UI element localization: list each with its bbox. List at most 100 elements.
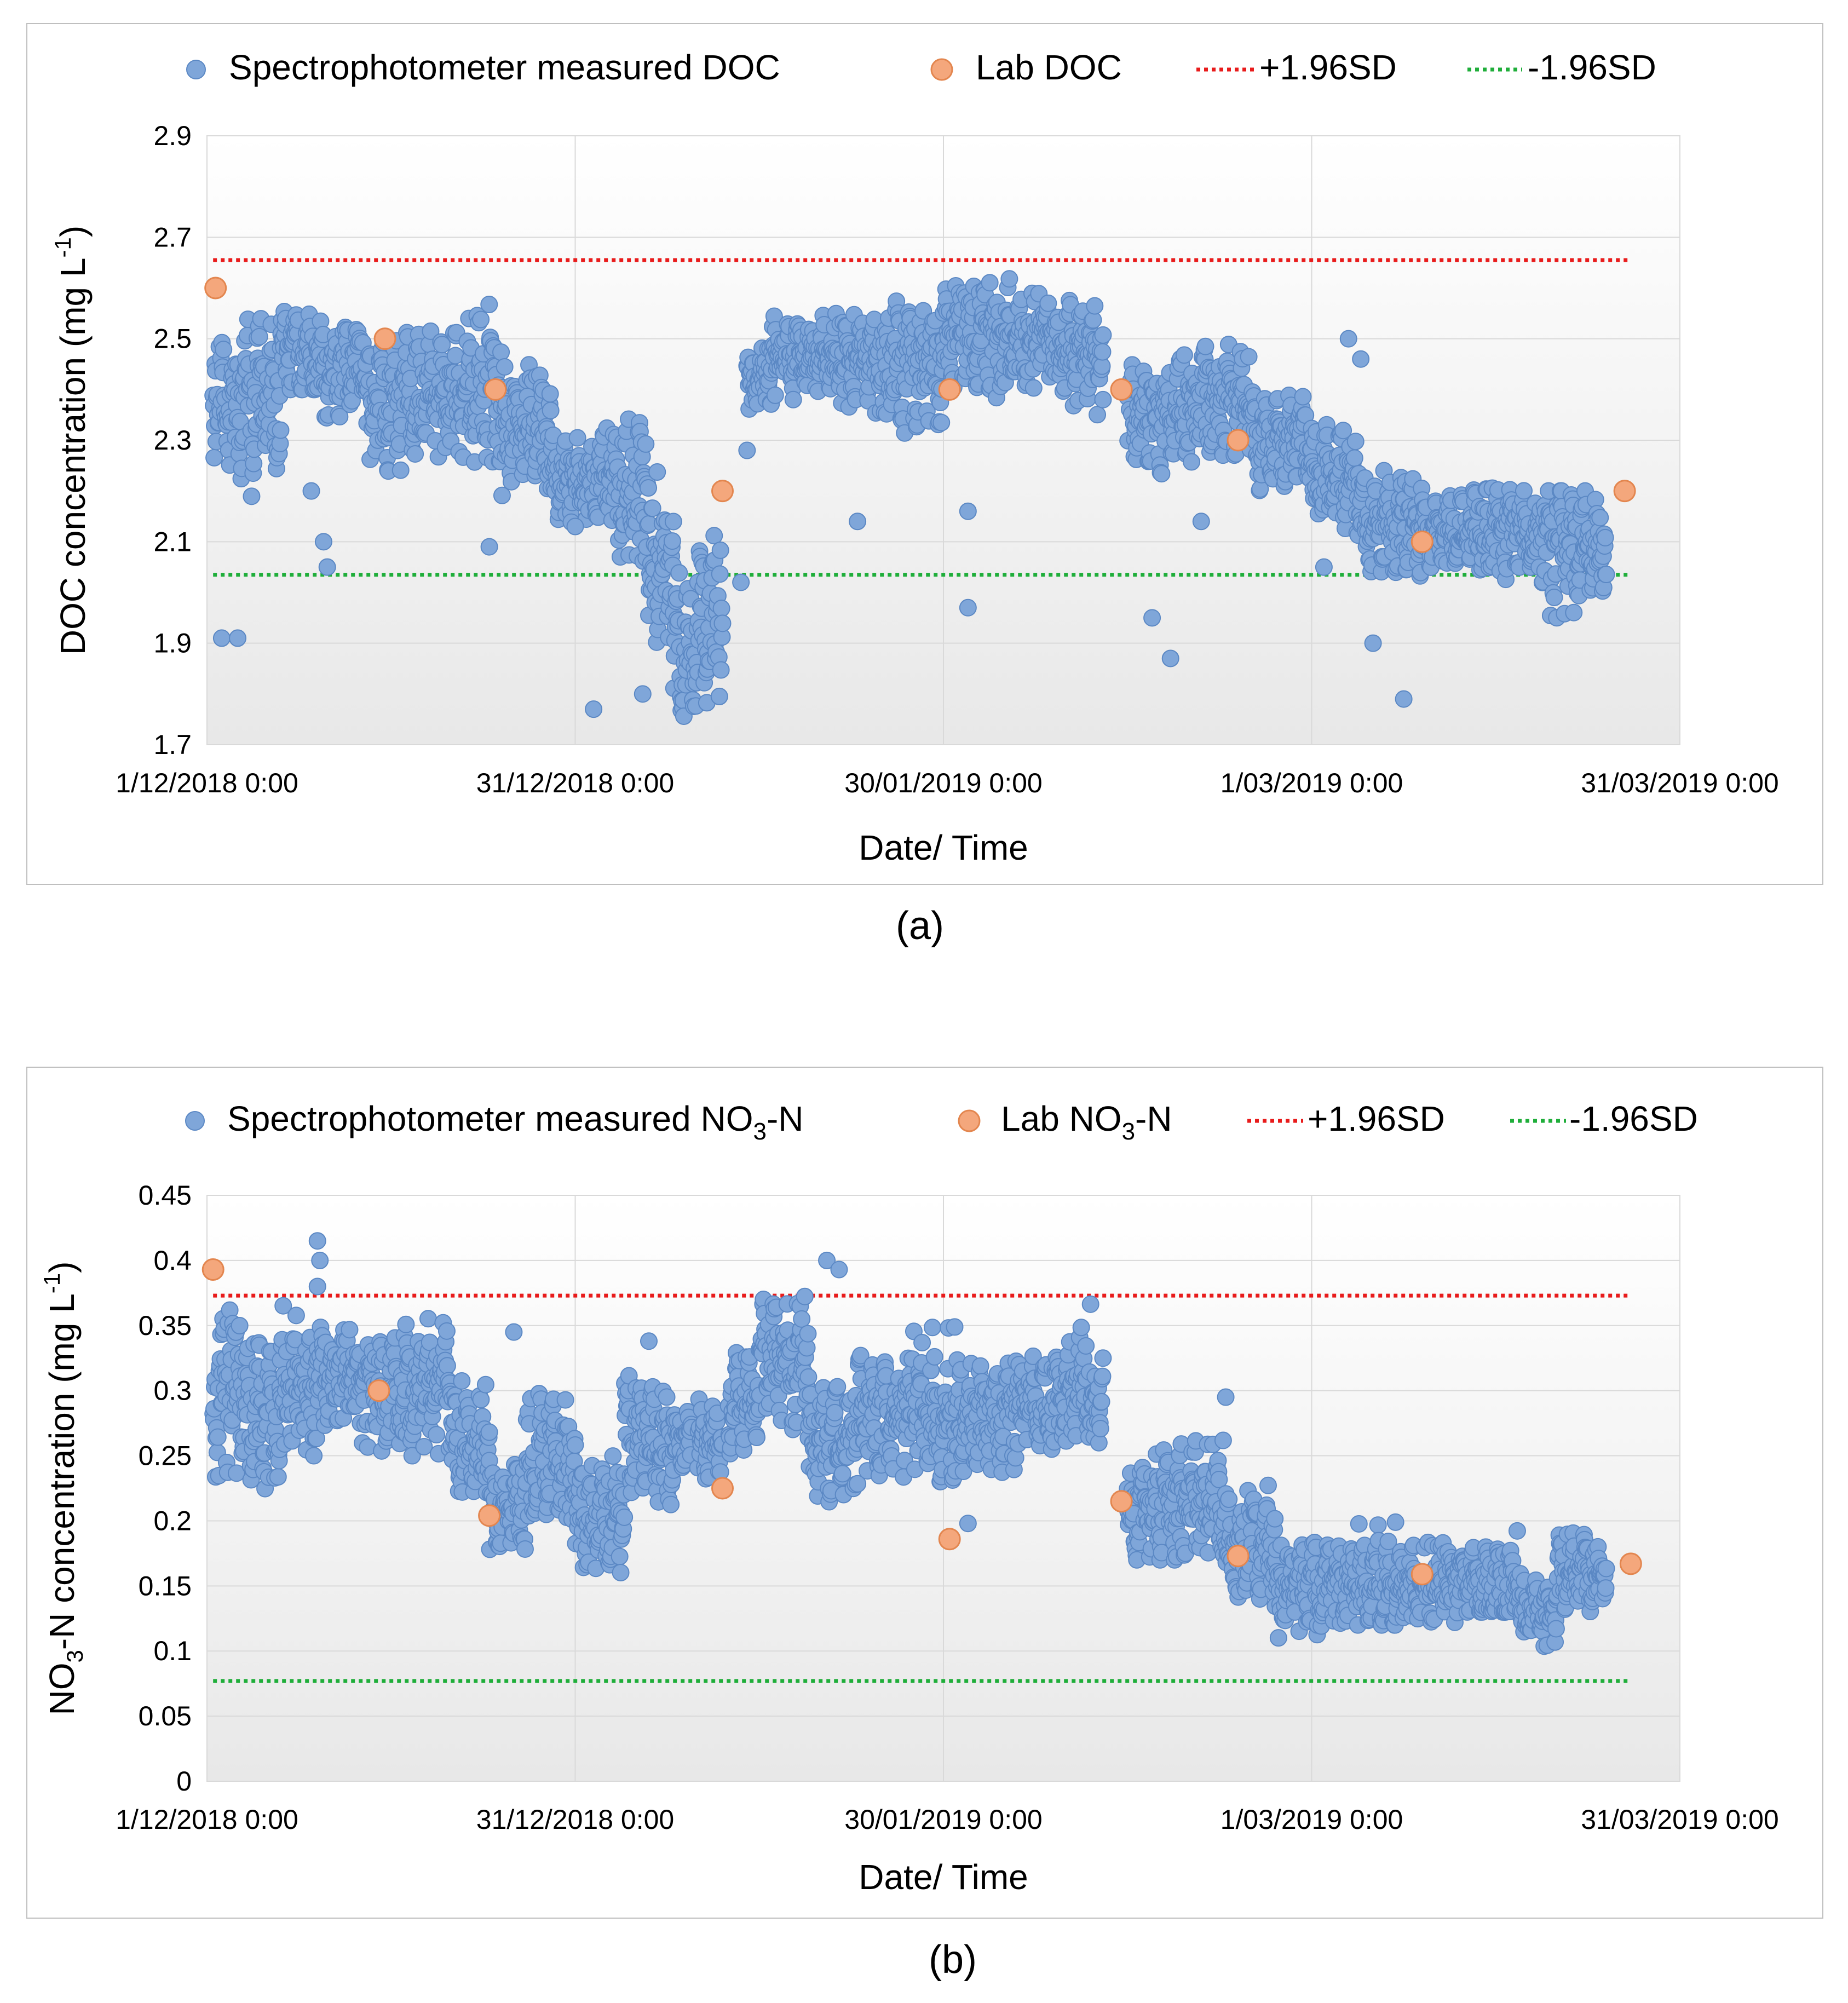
y-tick-label: 0.4 <box>153 1245 192 1276</box>
y-tick-label: 0.35 <box>139 1310 192 1341</box>
spectro-point <box>1214 1431 1232 1449</box>
x-tick-label: 1/03/2019 0:00 <box>1221 768 1403 798</box>
spectro-point <box>250 327 268 346</box>
x-tick-label: 1/12/2018 0:00 <box>116 768 298 798</box>
spectro-point <box>397 1315 415 1333</box>
spectro-point <box>946 1318 964 1336</box>
spectro-point <box>923 1319 941 1337</box>
spectro-point <box>472 310 490 329</box>
y-axis-title: NO3-N concentration (mg L-1) <box>39 1262 88 1716</box>
spectro-point <box>828 1378 847 1396</box>
spectro-point <box>215 341 233 359</box>
spectro-point <box>422 322 440 340</box>
spectro-point <box>604 1447 622 1465</box>
spectro-point <box>480 296 498 314</box>
spectro-point <box>1220 1490 1238 1509</box>
y-tick-label: 0.25 <box>139 1441 192 1471</box>
y-tick-label: 0 <box>176 1766 192 1797</box>
spectro-point <box>799 1325 817 1343</box>
spectro-point <box>1081 1295 1099 1313</box>
spectro-point <box>406 445 424 463</box>
spectro-point <box>305 1447 323 1465</box>
spectro-point <box>542 401 560 419</box>
spectro-point <box>476 1375 494 1394</box>
spectro-point <box>611 1547 629 1565</box>
spectro-point <box>566 1436 584 1454</box>
spectro-point <box>1269 1629 1287 1647</box>
x-tick-label: 1/03/2019 0:00 <box>1221 1804 1403 1835</box>
spectro-point <box>341 1321 359 1339</box>
spectro-point <box>1094 1349 1112 1367</box>
x-axis-title: Date/ Time <box>859 828 1028 867</box>
spectro-point <box>472 1391 490 1409</box>
x-tick-label: 31/12/2018 0:00 <box>476 768 674 798</box>
y-tick-label: 0.1 <box>153 1636 192 1666</box>
spectro-point <box>833 1465 851 1483</box>
x-tick-label: 30/01/2019 0:00 <box>844 768 1042 798</box>
spectro-point <box>437 1322 456 1340</box>
spectro-point <box>612 1563 630 1581</box>
spectro-point <box>453 1372 471 1390</box>
y-tick-label: 2.3 <box>153 425 192 456</box>
spectro-point <box>516 1540 534 1558</box>
x-tick-label: 31/03/2019 0:00 <box>1581 768 1778 798</box>
spectro-point <box>428 1426 446 1444</box>
spectro-point <box>243 487 261 505</box>
spectro-point <box>1266 1510 1284 1528</box>
y-tick-label: 0.45 <box>139 1180 192 1211</box>
spectro-point <box>1350 1515 1368 1533</box>
spectro-point <box>971 1357 989 1375</box>
spectro-point <box>331 407 349 425</box>
spectro-point <box>568 429 586 447</box>
x-tick-label: 31/03/2019 0:00 <box>1581 1804 1778 1835</box>
spectro-point <box>799 1368 818 1386</box>
spectro-point <box>1093 1367 1112 1385</box>
spectro-point <box>913 1333 931 1351</box>
y-tick-label: 0.2 <box>153 1505 192 1536</box>
spectro-point <box>269 1468 287 1486</box>
spectro-series <box>204 270 1615 725</box>
y-tick-label: 0.15 <box>139 1570 192 1601</box>
spectro-point <box>1386 1513 1404 1531</box>
y-tick-label: 1.7 <box>153 729 192 760</box>
spectro-point <box>1092 1392 1110 1411</box>
spectro-point <box>748 1429 766 1447</box>
spectro-point <box>272 421 290 439</box>
spectro-point <box>796 1287 814 1305</box>
y-tick-label: 0.05 <box>139 1701 192 1731</box>
y-tick-label: 1.9 <box>153 628 192 659</box>
spectro-point <box>493 486 511 504</box>
spectro-point <box>793 1310 811 1328</box>
spectro-point <box>1077 1337 1095 1355</box>
y-tick-label: 0.3 <box>153 1375 192 1406</box>
spectro-point <box>1091 1420 1109 1438</box>
y-tick-label: 2.7 <box>153 222 192 252</box>
y-tick-label: 2.5 <box>153 324 192 354</box>
x-axis-title: Date/ Time <box>859 1857 1028 1897</box>
x-tick-label: 1/12/2018 0:00 <box>116 1804 298 1835</box>
spectro-point <box>209 1428 227 1446</box>
spectro-point <box>615 1508 634 1526</box>
spectro-point <box>231 1317 249 1335</box>
spectro-point <box>925 1348 943 1366</box>
y-tick-label: 2.1 <box>153 526 192 557</box>
spectro-point <box>419 1310 437 1328</box>
spectro-point <box>287 1306 305 1325</box>
spectro-point <box>496 358 514 376</box>
spectro-point <box>662 1495 680 1513</box>
spectro-point <box>438 1357 456 1375</box>
spectro-point <box>1072 1319 1090 1337</box>
spectro-point <box>658 1388 676 1406</box>
y-tick-label: 2.9 <box>153 120 192 151</box>
spectro-point <box>433 336 451 354</box>
spectro-point <box>415 1437 433 1455</box>
spectro-point <box>1369 1516 1387 1534</box>
spectro-point <box>392 461 410 479</box>
y-axis-title: DOC concentration (mg L-1) <box>50 226 93 655</box>
spectro-point <box>480 1423 498 1441</box>
spectro-point <box>556 1391 574 1409</box>
x-tick-label: 31/12/2018 0:00 <box>476 1804 674 1835</box>
spectro-point <box>1259 1476 1277 1494</box>
